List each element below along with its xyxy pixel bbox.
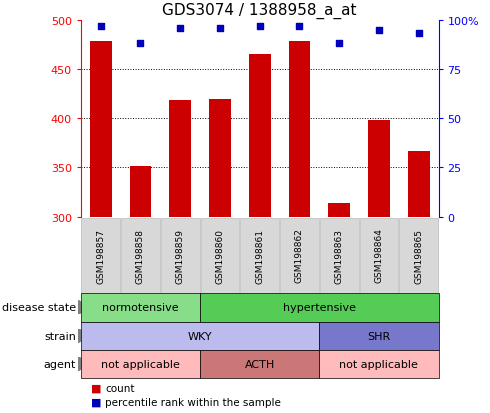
Bar bbox=[249, 55, 270, 217]
Text: not applicable: not applicable bbox=[340, 359, 418, 369]
Text: normotensive: normotensive bbox=[102, 303, 179, 313]
Bar bbox=[289, 42, 310, 217]
Point bbox=[295, 23, 303, 30]
Text: not applicable: not applicable bbox=[101, 359, 180, 369]
Text: GSM198860: GSM198860 bbox=[216, 228, 224, 283]
Text: hypertensive: hypertensive bbox=[283, 303, 356, 313]
Text: GSM198864: GSM198864 bbox=[374, 228, 384, 283]
Text: GSM198858: GSM198858 bbox=[136, 228, 145, 283]
Point bbox=[216, 25, 224, 32]
Polygon shape bbox=[78, 329, 88, 343]
Text: GSM198865: GSM198865 bbox=[414, 228, 423, 283]
Bar bbox=[408, 152, 430, 217]
Polygon shape bbox=[78, 301, 88, 315]
Text: agent: agent bbox=[44, 359, 76, 369]
Text: GSM198861: GSM198861 bbox=[255, 228, 264, 283]
Title: GDS3074 / 1388958_a_at: GDS3074 / 1388958_a_at bbox=[163, 3, 357, 19]
Point bbox=[375, 27, 383, 34]
Bar bbox=[90, 42, 112, 217]
Point bbox=[97, 23, 105, 30]
Bar bbox=[328, 204, 350, 217]
Text: disease state: disease state bbox=[2, 303, 76, 313]
Bar bbox=[169, 101, 191, 217]
Point bbox=[415, 31, 422, 38]
Bar bbox=[209, 99, 231, 217]
Text: GSM198857: GSM198857 bbox=[96, 228, 105, 283]
Point bbox=[256, 23, 264, 30]
Text: GSM198863: GSM198863 bbox=[335, 228, 343, 283]
Text: ■: ■ bbox=[91, 397, 101, 407]
Text: percentile rank within the sample: percentile rank within the sample bbox=[105, 397, 281, 407]
Text: WKY: WKY bbox=[188, 331, 212, 341]
Point bbox=[176, 25, 184, 32]
Text: ACTH: ACTH bbox=[245, 359, 275, 369]
Text: SHR: SHR bbox=[368, 331, 391, 341]
Bar bbox=[368, 121, 390, 217]
Text: ■: ■ bbox=[91, 383, 101, 393]
Text: GSM198859: GSM198859 bbox=[176, 228, 185, 283]
Text: count: count bbox=[105, 383, 135, 393]
Point bbox=[137, 41, 145, 47]
Text: strain: strain bbox=[44, 331, 76, 341]
Polygon shape bbox=[78, 357, 88, 371]
Bar bbox=[129, 166, 151, 217]
Point bbox=[335, 41, 343, 47]
Text: GSM198862: GSM198862 bbox=[295, 228, 304, 283]
